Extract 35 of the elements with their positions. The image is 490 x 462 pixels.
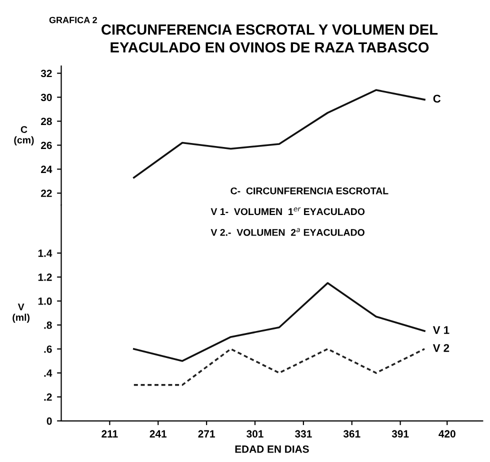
y-tick-label: 28	[41, 118, 52, 126]
y-tick-label: 1.4	[38, 250, 52, 257]
series-label: C	[433, 94, 441, 103]
line-series	[133, 282, 426, 362]
y-tick-label: 30	[40, 94, 52, 102]
series-label: V 2	[432, 344, 450, 352]
x-tick-label: 331	[294, 430, 312, 438]
chart-title: CIRCUNFERENCIA ESCROTAL Y VOLUMEN DEL EYACULADO EN OVINOS DE RAZA TABASCO	[102, 24, 438, 53]
x-tick-label: 391	[392, 430, 409, 438]
annotation: V 2.- VOLUMEN 2$^{a}$ EYACULADO	[210, 228, 364, 236]
y-tick-label: 22	[41, 190, 52, 197]
y-axis-title: V (ml)	[12, 304, 30, 323]
annotation: C- CIRCUNFERENCIA ESCROTAL	[230, 187, 388, 194]
x-tick-label: 271	[198, 430, 215, 438]
x-tick-label: 211	[102, 430, 118, 438]
text: GRAFICA 2	[49, 16, 97, 24]
y-tick-label: .2	[44, 393, 52, 401]
y-tick-label: 32	[40, 70, 52, 78]
x-tick-label: 301	[246, 430, 264, 438]
x-tick-label: 361	[343, 430, 360, 438]
y-tick-label: .8	[44, 321, 52, 329]
x-tick-label: 420	[438, 430, 456, 438]
y-axis-title: C (cm)	[14, 126, 34, 146]
x-tick-label: 241	[150, 430, 167, 438]
series-label: V 1	[432, 326, 450, 334]
y-tick-label: 1.2	[38, 274, 52, 281]
line-series	[133, 89, 426, 178]
y-tick-label: 0	[46, 417, 52, 425]
y-tick-label: .4	[44, 370, 52, 377]
y-tick-label: .6	[44, 345, 52, 353]
annotation: V 1- VOLUMEN 1$^{er}$ EYACULADO	[210, 207, 365, 216]
y-tick-label: 26	[41, 142, 52, 150]
y-tick-label: 24	[41, 166, 52, 173]
x-axis-title: EDAD EN DIAS	[235, 445, 309, 453]
y-tick-label: 1.0	[38, 298, 52, 305]
